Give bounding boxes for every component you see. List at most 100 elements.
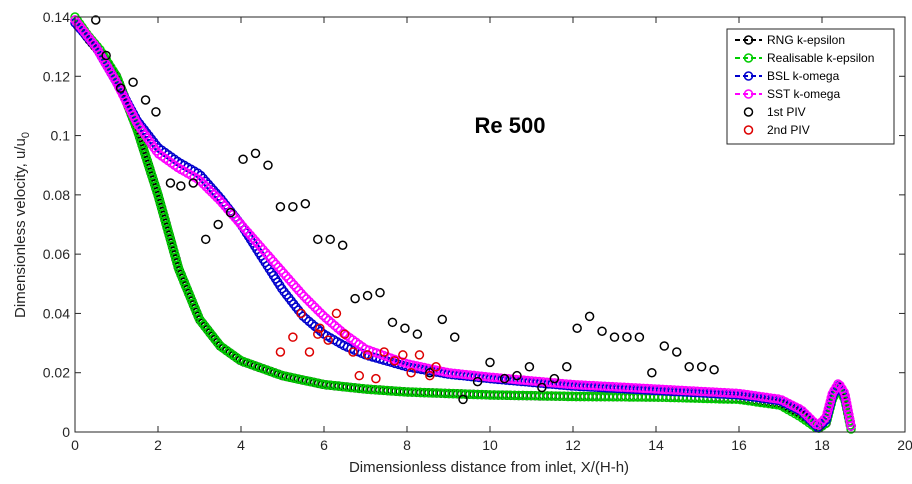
data-point	[288, 332, 298, 342]
data-point	[354, 370, 365, 381]
data-point	[213, 219, 223, 230]
data-point	[299, 291, 309, 302]
legend-label: Realisable k-epsilon	[767, 51, 874, 65]
data-point	[845, 417, 856, 428]
data-point	[268, 256, 279, 267]
legend-marker-swatch	[743, 35, 754, 45]
data-point	[128, 77, 138, 87]
data-point	[524, 362, 535, 372]
data-point	[301, 314, 311, 324]
data-point	[375, 287, 385, 298]
legend-marker-swatch	[743, 89, 754, 99]
data-point	[101, 50, 111, 61]
data-point	[431, 362, 441, 372]
y-tick-label: 0.04	[43, 305, 70, 321]
data-point	[258, 245, 268, 255]
data-point	[315, 323, 325, 333]
data-point	[250, 148, 261, 159]
data-point	[304, 347, 315, 357]
data-point	[214, 339, 224, 350]
legend-item: Realisable k-epsilon	[735, 51, 874, 65]
y-tick-label: 0.06	[43, 246, 70, 262]
data-point	[512, 370, 522, 381]
legend: RNG k-epsilon Realisable k-epsilon BSL k-o…	[726, 28, 895, 145]
legend-item: BSL k-omega	[735, 69, 840, 83]
data-point	[248, 233, 258, 243]
data-point	[485, 357, 495, 368]
data-point	[291, 282, 301, 293]
data-point	[414, 350, 425, 360]
legend-item: SST k-omega	[735, 87, 840, 101]
series-2nd-piv	[275, 308, 441, 384]
data-point	[379, 347, 389, 357]
data-point	[846, 421, 856, 431]
data-point	[217, 198, 228, 209]
data-point	[255, 242, 266, 252]
data-point	[238, 221, 248, 232]
data-point	[609, 332, 620, 342]
data-point	[250, 236, 261, 246]
data-point	[232, 215, 243, 226]
data-point	[245, 230, 256, 241]
y-tick-label: 0.02	[43, 365, 70, 381]
data-point	[200, 234, 211, 245]
data-point	[332, 323, 343, 333]
data-point	[315, 307, 326, 318]
data-point	[304, 316, 314, 327]
x-tick-label: 8	[403, 437, 411, 453]
data-point	[437, 314, 448, 325]
data-point	[307, 299, 317, 310]
data-point	[313, 234, 323, 245]
legend-item: 1st PIV	[743, 105, 806, 119]
legend-items: RNG k-epsilon Realisable k-epsilon BSL k-o…	[735, 33, 874, 137]
data-point	[288, 201, 298, 212]
x-tick-label: 14	[648, 437, 664, 453]
data-point	[400, 323, 410, 333]
data-point	[235, 218, 245, 229]
data-point	[472, 376, 483, 387]
data-point	[276, 265, 286, 275]
x-tick-label: 12	[565, 437, 581, 453]
data-point	[201, 181, 211, 192]
legend-item: RNG k-epsilon	[735, 33, 845, 47]
data-point	[238, 154, 248, 165]
series-sst-k-omega	[70, 15, 856, 431]
data-point	[140, 95, 151, 105]
x-tick-label: 6	[320, 437, 328, 453]
data-point	[212, 192, 222, 203]
data-point	[273, 262, 284, 273]
data-point	[225, 207, 236, 218]
legend-label: BSL k-omega	[767, 69, 840, 83]
data-point	[622, 332, 632, 342]
legend-item: 2nd PIV	[743, 123, 810, 137]
data-point	[220, 201, 230, 211]
data-point	[310, 302, 320, 312]
y-tick-label: 0	[62, 424, 70, 440]
data-point	[253, 239, 263, 249]
data-point	[327, 318, 337, 328]
x-tick-label: 4	[237, 437, 245, 453]
data-point	[537, 382, 547, 393]
data-point	[288, 279, 299, 290]
data-point	[572, 323, 582, 333]
y-tick-label: 0.1	[51, 128, 71, 144]
data-point	[313, 329, 323, 339]
data-point	[805, 414, 816, 424]
y-tick-label: 0.14	[43, 9, 70, 25]
data-point	[846, 424, 856, 434]
data-point	[260, 247, 271, 258]
data-point	[362, 290, 373, 301]
data-point	[389, 356, 400, 366]
data-point	[278, 268, 289, 278]
legend-label: RNG k-epsilon	[767, 33, 845, 47]
legend-marker-swatch	[743, 71, 754, 81]
y-tick-label: 0.08	[43, 187, 70, 203]
data-point	[647, 367, 657, 378]
data-point	[318, 310, 328, 321]
x-tick-label: 16	[731, 437, 747, 453]
data-point	[176, 181, 186, 191]
axis-ticks: 0 2 4 6 8 10 12 14 16 18 20 0 0.02 0.04 0.06 0.08 0.1 0.1…	[43, 9, 912, 453]
data-point	[275, 201, 286, 212]
data-point	[425, 367, 435, 378]
